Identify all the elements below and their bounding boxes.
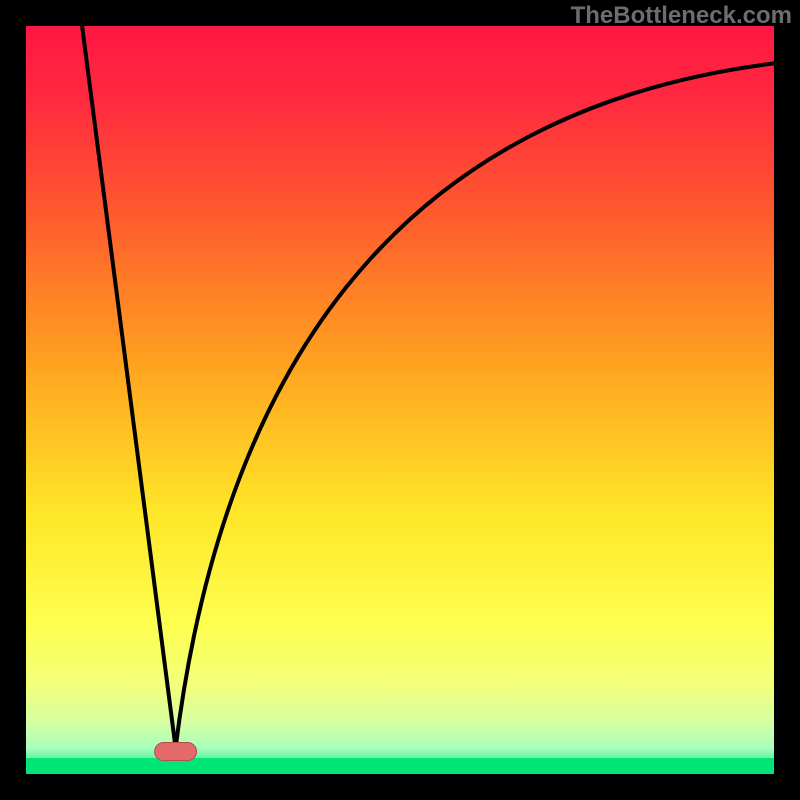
watermark-text: TheBottleneck.com — [571, 2, 792, 30]
trough-marker — [155, 743, 197, 761]
bottleneck-chart — [0, 0, 800, 800]
gradient-background — [26, 26, 774, 774]
bottom-band — [26, 758, 774, 774]
chart-container: TheBottleneck.com — [0, 0, 800, 800]
